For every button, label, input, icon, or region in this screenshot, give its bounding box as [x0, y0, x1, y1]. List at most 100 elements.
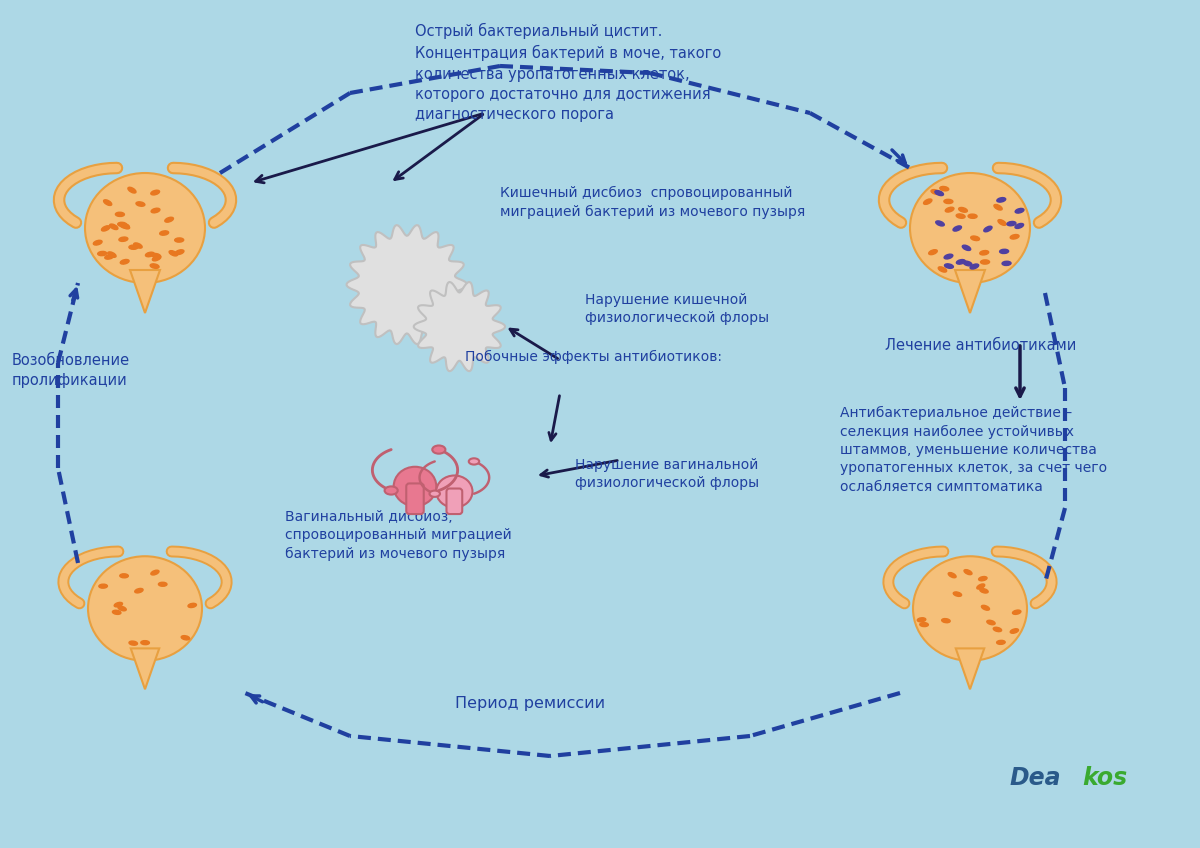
Text: Dea: Dea: [1010, 766, 1062, 790]
Ellipse shape: [980, 589, 988, 593]
Text: Нарушение вагинальной
физиологической флоры: Нарушение вагинальной физиологической фл…: [575, 458, 760, 490]
Ellipse shape: [994, 204, 1002, 210]
Ellipse shape: [134, 589, 143, 593]
Ellipse shape: [181, 636, 190, 640]
Text: kos: kos: [1082, 766, 1127, 790]
Ellipse shape: [979, 250, 989, 255]
Ellipse shape: [158, 583, 167, 586]
Ellipse shape: [128, 187, 136, 193]
Ellipse shape: [85, 173, 205, 283]
Ellipse shape: [88, 556, 202, 661]
Ellipse shape: [998, 220, 1006, 226]
Ellipse shape: [98, 584, 108, 589]
Ellipse shape: [935, 191, 943, 196]
Ellipse shape: [169, 251, 178, 256]
Ellipse shape: [944, 199, 953, 204]
Ellipse shape: [924, 199, 932, 204]
Ellipse shape: [953, 592, 961, 596]
Ellipse shape: [1007, 221, 1016, 226]
Ellipse shape: [982, 605, 990, 611]
Polygon shape: [130, 270, 160, 313]
Ellipse shape: [997, 198, 1006, 202]
Ellipse shape: [942, 618, 950, 622]
Ellipse shape: [104, 254, 114, 259]
Ellipse shape: [944, 264, 953, 268]
Ellipse shape: [145, 252, 155, 257]
Ellipse shape: [970, 264, 979, 269]
Ellipse shape: [994, 628, 1002, 632]
Ellipse shape: [103, 200, 112, 205]
Ellipse shape: [118, 606, 126, 611]
Ellipse shape: [120, 259, 130, 264]
Ellipse shape: [1015, 224, 1024, 228]
Ellipse shape: [936, 220, 944, 226]
Ellipse shape: [913, 556, 1027, 661]
Ellipse shape: [430, 491, 440, 497]
Ellipse shape: [1010, 235, 1019, 239]
Ellipse shape: [108, 252, 116, 257]
Ellipse shape: [437, 476, 473, 508]
Text: Нарушение кишечной
физиологической флоры: Нарушение кишечной физиологической флоры: [586, 293, 769, 326]
FancyBboxPatch shape: [407, 483, 424, 514]
Text: Период ремиссии: Период ремиссии: [455, 696, 605, 711]
Polygon shape: [414, 282, 505, 371]
Ellipse shape: [929, 249, 937, 254]
Ellipse shape: [997, 640, 1006, 644]
Ellipse shape: [980, 259, 990, 264]
Ellipse shape: [946, 207, 954, 212]
Ellipse shape: [1010, 628, 1019, 633]
Ellipse shape: [938, 267, 947, 272]
Ellipse shape: [917, 617, 925, 622]
Ellipse shape: [394, 466, 437, 506]
Ellipse shape: [151, 570, 160, 575]
Ellipse shape: [164, 217, 174, 222]
Ellipse shape: [175, 238, 184, 243]
Ellipse shape: [151, 254, 161, 258]
Text: Лечение антибиотиками: Лечение антибиотиками: [886, 338, 1076, 353]
Ellipse shape: [956, 259, 965, 265]
Ellipse shape: [151, 190, 160, 195]
Polygon shape: [131, 649, 160, 689]
Ellipse shape: [940, 187, 949, 191]
Text: Кишечный дисбиоз  спровоцированный
миграцией бактерий из мочевого пузыря: Кишечный дисбиоз спровоцированный миграц…: [500, 186, 805, 219]
Ellipse shape: [120, 224, 130, 228]
Text: Острый бактериальный цистит.
Концентрация бактерий в моче, такого
количества уро: Острый бактериальный цистит. Концентраци…: [415, 23, 721, 122]
Ellipse shape: [944, 254, 953, 259]
Ellipse shape: [948, 572, 956, 577]
Polygon shape: [955, 270, 985, 313]
Ellipse shape: [152, 256, 161, 261]
Ellipse shape: [97, 251, 107, 255]
Ellipse shape: [469, 458, 479, 465]
Ellipse shape: [102, 226, 110, 231]
Ellipse shape: [432, 445, 445, 454]
Ellipse shape: [188, 603, 197, 607]
Ellipse shape: [1002, 261, 1012, 265]
Ellipse shape: [1013, 610, 1021, 614]
Ellipse shape: [109, 224, 118, 230]
Ellipse shape: [968, 215, 977, 218]
Ellipse shape: [128, 641, 138, 645]
Ellipse shape: [964, 570, 972, 575]
Ellipse shape: [119, 237, 128, 242]
Ellipse shape: [971, 236, 979, 241]
Text: Вагинальный дисбиоз,
спровоцированный миграцией
бактерий из мочевого пузыря: Вагинальный дисбиоз, спровоцированный ми…: [286, 510, 511, 561]
Ellipse shape: [150, 264, 160, 268]
Text: Побочные эффекты антибиотиков:: Побочные эффекты антибиотиков:: [466, 350, 722, 364]
Polygon shape: [955, 649, 984, 689]
FancyBboxPatch shape: [446, 488, 462, 514]
Ellipse shape: [956, 214, 965, 218]
Polygon shape: [347, 225, 467, 344]
Ellipse shape: [175, 250, 184, 254]
Ellipse shape: [984, 226, 992, 232]
Ellipse shape: [962, 245, 971, 250]
Ellipse shape: [121, 224, 130, 229]
Ellipse shape: [151, 209, 160, 213]
Ellipse shape: [919, 622, 929, 627]
Ellipse shape: [128, 245, 138, 249]
Ellipse shape: [385, 487, 397, 494]
Ellipse shape: [160, 231, 169, 235]
Ellipse shape: [136, 202, 145, 206]
Ellipse shape: [114, 602, 122, 607]
Ellipse shape: [1015, 209, 1024, 213]
Ellipse shape: [910, 173, 1030, 283]
